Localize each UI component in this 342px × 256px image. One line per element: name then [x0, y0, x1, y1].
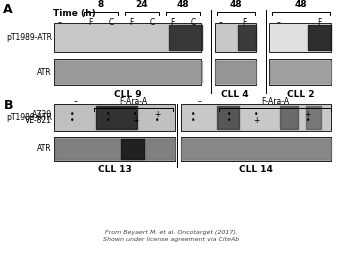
Text: CLL 4: CLL 4: [222, 90, 249, 99]
Text: •: •: [69, 110, 74, 119]
Text: F: F: [318, 18, 322, 27]
Text: •: •: [254, 110, 259, 119]
Text: –: –: [277, 18, 281, 27]
Text: •: •: [69, 116, 74, 125]
FancyBboxPatch shape: [215, 23, 256, 52]
Text: •: •: [227, 116, 232, 125]
Text: –: –: [219, 18, 223, 27]
Text: A: A: [3, 3, 13, 16]
Text: •: •: [133, 110, 137, 119]
Text: F: F: [242, 18, 247, 27]
Text: CLL 13: CLL 13: [98, 165, 131, 174]
FancyBboxPatch shape: [54, 59, 201, 85]
Text: 48: 48: [230, 1, 242, 9]
Text: From Beyaert M. et al. Oncotarget (2017).
Shown under license agreement via Cite: From Beyaert M. et al. Oncotarget (2017)…: [103, 230, 239, 242]
Text: •: •: [105, 116, 110, 125]
Text: •: •: [105, 110, 110, 119]
Text: F-Ara-A: F-Ara-A: [119, 97, 147, 106]
Text: +: +: [253, 116, 260, 125]
Text: 8: 8: [98, 1, 104, 9]
Text: +: +: [154, 110, 160, 119]
Text: F: F: [130, 18, 134, 27]
Text: Time (h): Time (h): [53, 9, 96, 18]
Text: •: •: [155, 116, 160, 125]
Text: F-Ara-A: F-Ara-A: [261, 97, 289, 106]
Text: –: –: [73, 97, 77, 106]
Text: –: –: [58, 18, 62, 27]
FancyBboxPatch shape: [54, 104, 175, 131]
Text: 24: 24: [136, 1, 148, 9]
Text: 48: 48: [177, 1, 189, 9]
Text: –: –: [197, 97, 201, 106]
Text: AZ20: AZ20: [32, 110, 52, 119]
Text: +: +: [305, 110, 311, 119]
Text: pT1989-ATR: pT1989-ATR: [6, 33, 52, 42]
Text: •: •: [191, 110, 196, 119]
FancyBboxPatch shape: [54, 23, 201, 52]
Text: C: C: [190, 18, 196, 27]
FancyBboxPatch shape: [54, 137, 175, 161]
Text: CLL 2: CLL 2: [287, 90, 314, 99]
FancyBboxPatch shape: [215, 59, 256, 85]
Text: •: •: [305, 116, 310, 125]
Text: CLL 14: CLL 14: [239, 165, 273, 174]
Text: +: +: [132, 116, 138, 125]
Text: CLL 9: CLL 9: [115, 90, 142, 99]
Text: ATR: ATR: [37, 144, 52, 154]
Text: B: B: [3, 99, 13, 112]
Text: F: F: [171, 18, 175, 27]
Text: pT1989-ATR: pT1989-ATR: [6, 113, 52, 122]
Text: •: •: [227, 110, 232, 119]
FancyBboxPatch shape: [269, 23, 331, 52]
Text: ATR: ATR: [37, 68, 52, 77]
FancyBboxPatch shape: [269, 59, 331, 85]
Text: F: F: [89, 18, 93, 27]
Text: •: •: [191, 116, 196, 125]
Text: VE-821: VE-821: [25, 116, 52, 125]
FancyBboxPatch shape: [181, 137, 331, 161]
Text: 48: 48: [295, 1, 307, 9]
FancyBboxPatch shape: [181, 104, 331, 131]
Text: C: C: [108, 18, 114, 27]
Text: C: C: [149, 18, 155, 27]
